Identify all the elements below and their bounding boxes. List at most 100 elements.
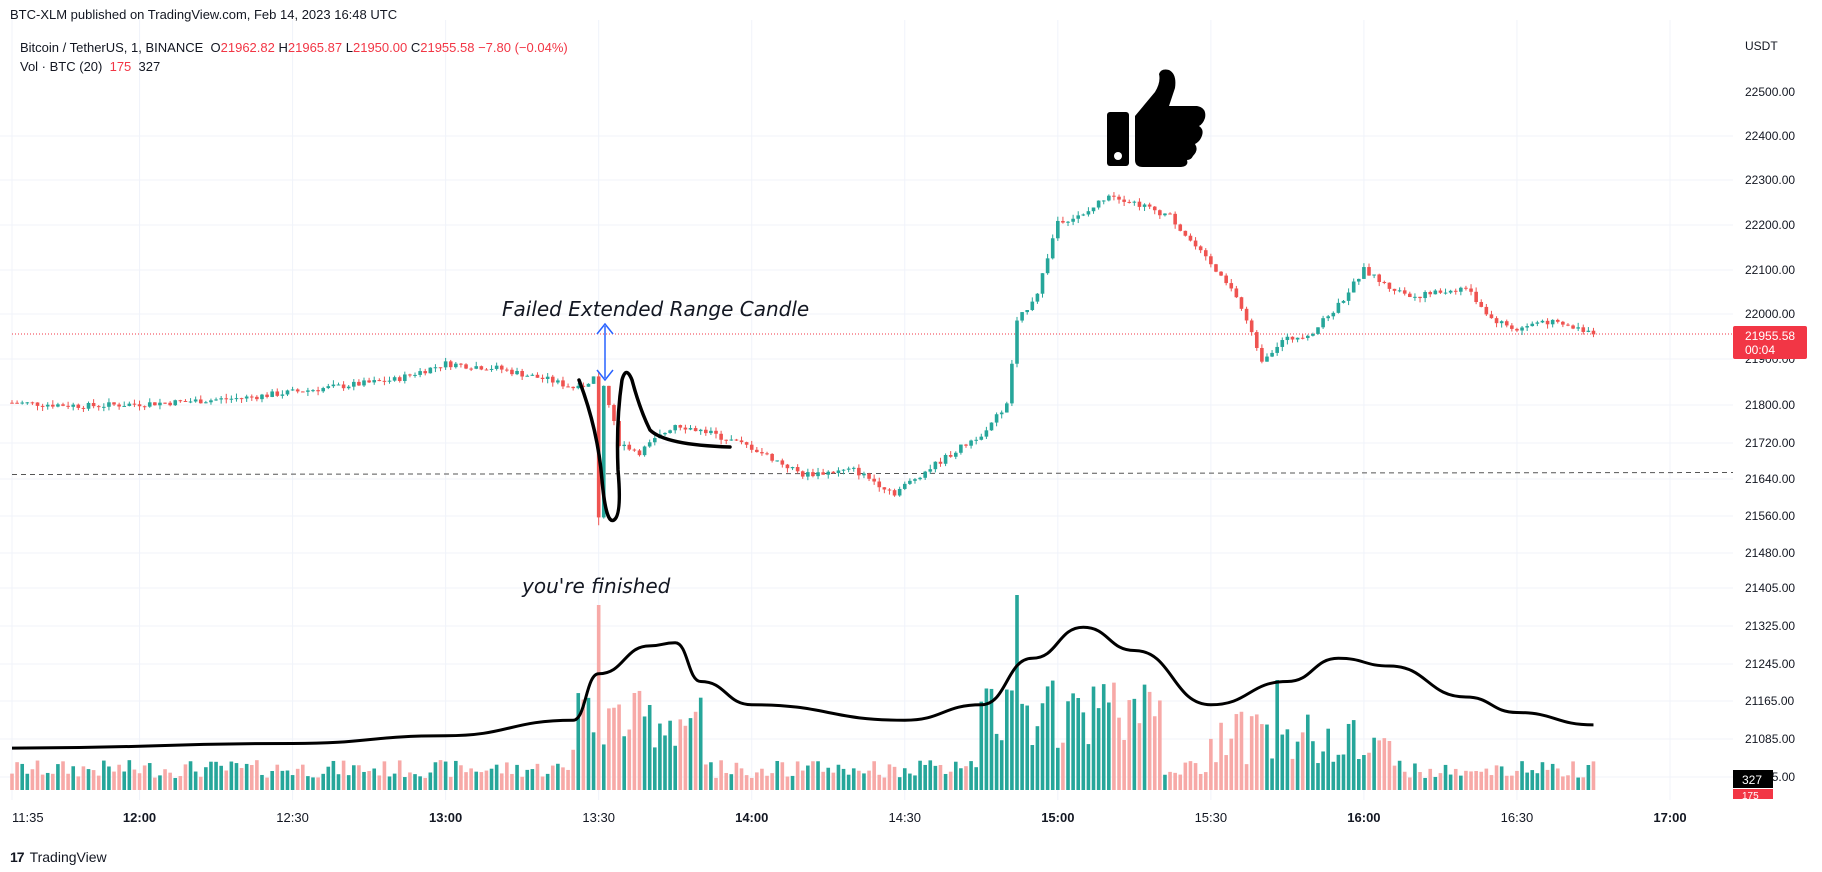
volume-bar (168, 772, 172, 790)
low-value: 21950.00 (352, 40, 408, 55)
support-line (11, 472, 1734, 475)
volume-bar (1438, 773, 1443, 790)
volume-bar (902, 768, 907, 790)
candle-body (851, 467, 856, 469)
change-value: −7.80 (−0.04%) (478, 40, 568, 55)
volume-bar (561, 767, 565, 790)
volume-bar (209, 761, 213, 790)
candle-body (25, 402, 30, 404)
candle-body (1219, 271, 1223, 276)
volume-bar (1091, 686, 1096, 790)
volume-bar (704, 764, 708, 790)
price-tick-label: 21640.00 (1745, 472, 1795, 486)
volume-bar (484, 770, 489, 790)
volume-bar (1224, 755, 1228, 790)
volume-bar (1285, 729, 1290, 790)
candle-body (45, 404, 50, 407)
volume-bar (1265, 724, 1269, 790)
candle-body (515, 370, 519, 375)
volume-bar (1076, 698, 1081, 790)
candle-body (249, 396, 254, 398)
volume-bar (244, 763, 249, 790)
candle-body (1586, 330, 1591, 332)
candle-body (1336, 302, 1341, 313)
candle-body (1362, 267, 1366, 279)
candle-body (316, 390, 320, 392)
open-value: 21962.82 (220, 40, 275, 55)
volume-bar (1295, 741, 1300, 790)
candle-body (270, 391, 274, 397)
candle-body (1402, 290, 1407, 294)
volume-bar (336, 774, 341, 790)
volume-bar (1591, 761, 1596, 790)
volume-bar (1127, 700, 1132, 790)
candle-body (1030, 301, 1035, 311)
candle-body (719, 433, 723, 440)
candle-body (474, 366, 479, 369)
price-tick-label: 21800.00 (1745, 398, 1795, 412)
candle-body (1183, 230, 1188, 236)
candle-body (1270, 352, 1274, 357)
candle-body (158, 402, 162, 406)
candle-body (326, 386, 331, 389)
candle-body (1305, 335, 1310, 339)
volume-bar (1275, 680, 1279, 790)
volume-bar (1367, 752, 1371, 790)
candle-body (724, 439, 729, 441)
candle-body (178, 400, 183, 402)
volume-bar (112, 771, 116, 790)
candle-body (275, 391, 280, 396)
price-tick-label: 21560.00 (1745, 509, 1795, 523)
volume-bar (1561, 776, 1565, 790)
candle-body (209, 400, 213, 403)
candle-body (908, 480, 912, 484)
volume-bar (1020, 703, 1024, 790)
volume-bar (163, 769, 167, 790)
candle-body (984, 430, 989, 437)
candle-body (1244, 308, 1249, 321)
volume-bar (454, 760, 458, 790)
volume-bar (658, 723, 662, 790)
volume-bar (1122, 739, 1126, 790)
candle-body (494, 365, 499, 369)
candle-body (61, 404, 65, 406)
candle-body (846, 468, 851, 470)
candle-body (510, 369, 514, 375)
volume-bar (1346, 723, 1351, 790)
candle-body (744, 442, 749, 445)
candle-body (30, 402, 35, 404)
candle-body (413, 374, 417, 376)
candle-body (816, 472, 820, 477)
candle-body (535, 374, 540, 378)
volume-bar (556, 763, 560, 790)
volume-bar (612, 707, 616, 790)
annotation-finished: you're finished (522, 574, 671, 598)
volume-bar (321, 773, 325, 790)
candle-body (76, 404, 81, 408)
time-tick-label: 13:30 (582, 810, 615, 825)
volume-bar (1362, 755, 1366, 790)
candle-body (1290, 336, 1295, 340)
volume-bar (1515, 770, 1519, 790)
candle-body (1464, 287, 1468, 289)
volume-bar (892, 766, 897, 790)
volume-bar (1305, 714, 1310, 790)
candle-body (1382, 281, 1387, 283)
volume-bar (505, 762, 509, 790)
volume-bar (1571, 761, 1575, 790)
candle-body (1555, 319, 1560, 322)
volume-bar (66, 773, 70, 790)
volume-bar (1260, 724, 1264, 790)
candle-body (1265, 356, 1269, 362)
candle-body (969, 440, 973, 446)
candle-body (107, 402, 111, 407)
candle-body (1479, 302, 1484, 307)
candle-body (280, 394, 285, 396)
volume-bar (673, 745, 677, 790)
candle-body (1076, 215, 1081, 219)
volume-bar (1234, 714, 1239, 790)
candle-body (928, 469, 933, 472)
volume-bar (1040, 703, 1045, 790)
volume-bar (1336, 754, 1341, 790)
